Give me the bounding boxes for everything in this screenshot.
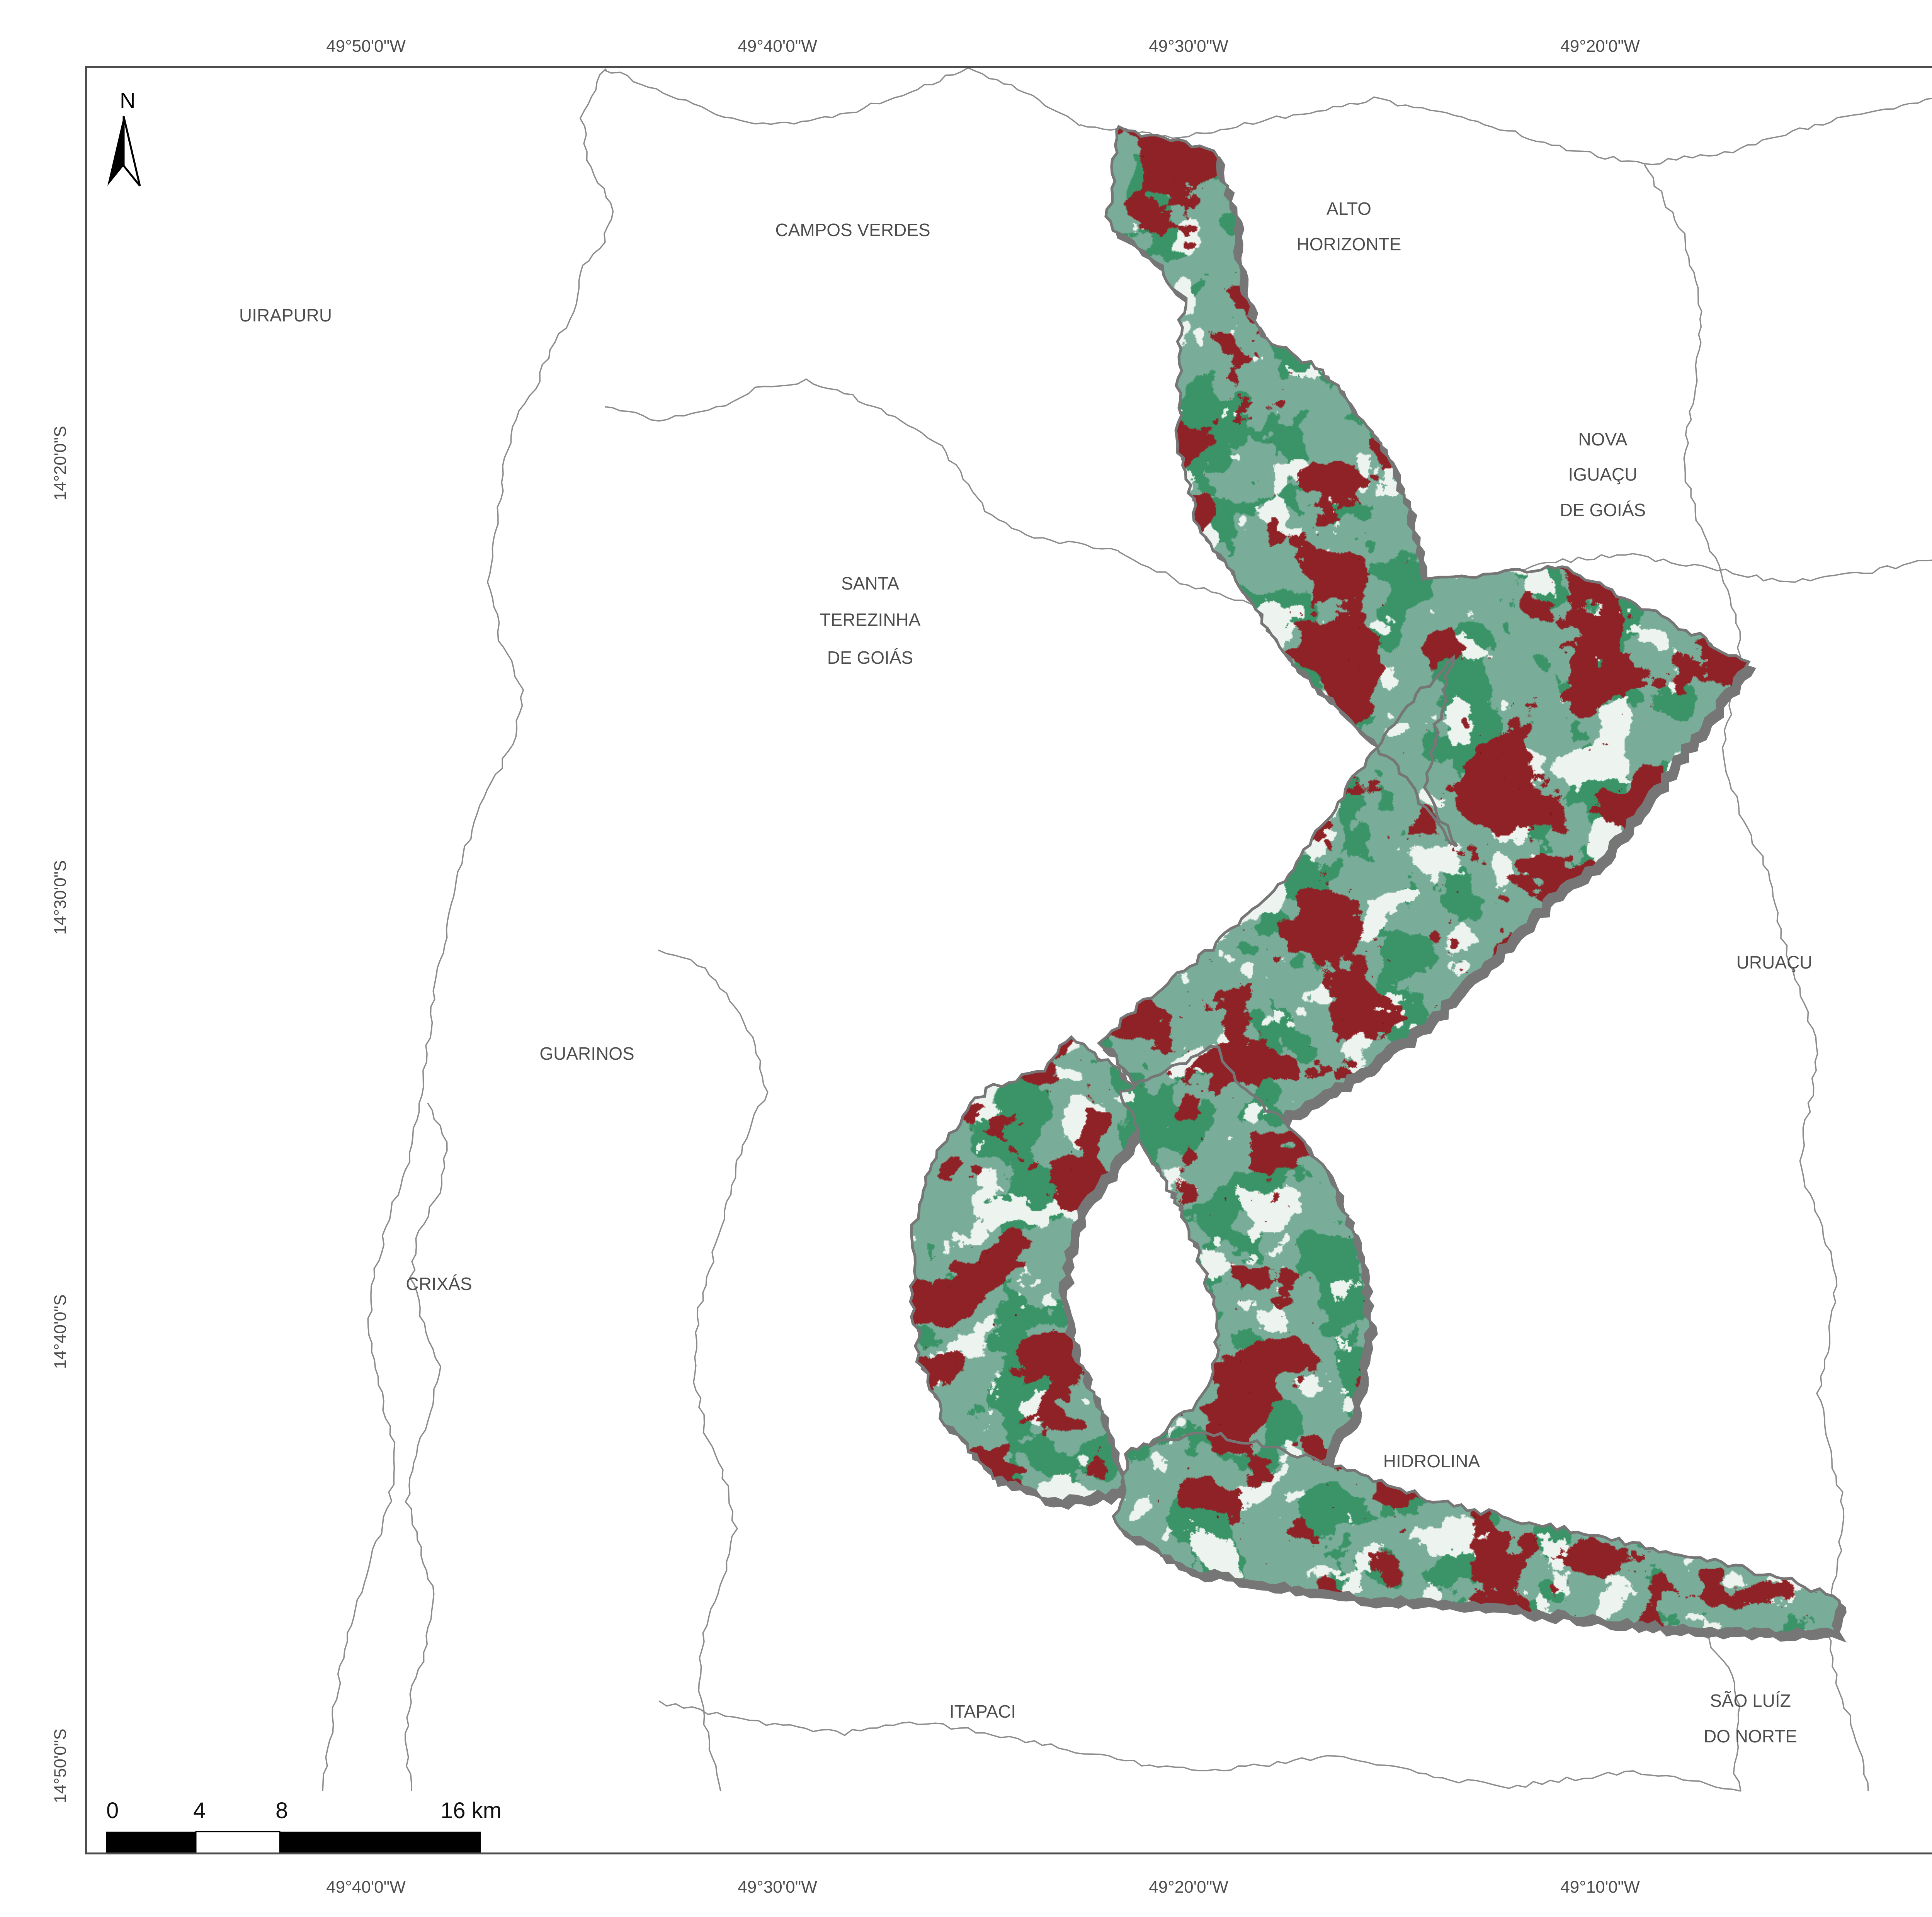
svg-text:4: 4 (193, 1798, 206, 1823)
svg-text:ITAPACI: ITAPACI (949, 1701, 1016, 1722)
svg-text:ALTO: ALTO (1327, 199, 1371, 219)
svg-text:SANTA: SANTA (841, 573, 899, 593)
svg-text:CRIXÁS: CRIXÁS (406, 1274, 472, 1294)
svg-text:0: 0 (106, 1798, 119, 1823)
svg-text:IGUAÇU: IGUAÇU (1568, 464, 1638, 484)
svg-text:TEREZINHA: TEREZINHA (820, 610, 921, 630)
svg-text:N: N (120, 89, 135, 112)
svg-text:CAMPOS VERDES: CAMPOS VERDES (775, 220, 930, 240)
svg-text:GUARINOS: GUARINOS (539, 1043, 634, 1064)
svg-text:HIDROLINA: HIDROLINA (1383, 1451, 1480, 1471)
svg-text:SÃO LUÍZ: SÃO LUÍZ (1710, 1691, 1791, 1711)
svg-text:DE GOIÁS: DE GOIÁS (827, 647, 913, 668)
svg-text:UIRAPURU: UIRAPURU (239, 305, 332, 325)
svg-text:16 km: 16 km (440, 1798, 502, 1823)
svg-text:DE GOIÁS: DE GOIÁS (1560, 500, 1646, 520)
svg-text:DO NORTE: DO NORTE (1704, 1726, 1797, 1746)
svg-text:URUAÇU: URUAÇU (1736, 952, 1813, 972)
svg-text:HORIZONTE: HORIZONTE (1297, 234, 1401, 254)
svg-text:8: 8 (276, 1798, 288, 1823)
svg-text:NOVA: NOVA (1578, 429, 1628, 449)
